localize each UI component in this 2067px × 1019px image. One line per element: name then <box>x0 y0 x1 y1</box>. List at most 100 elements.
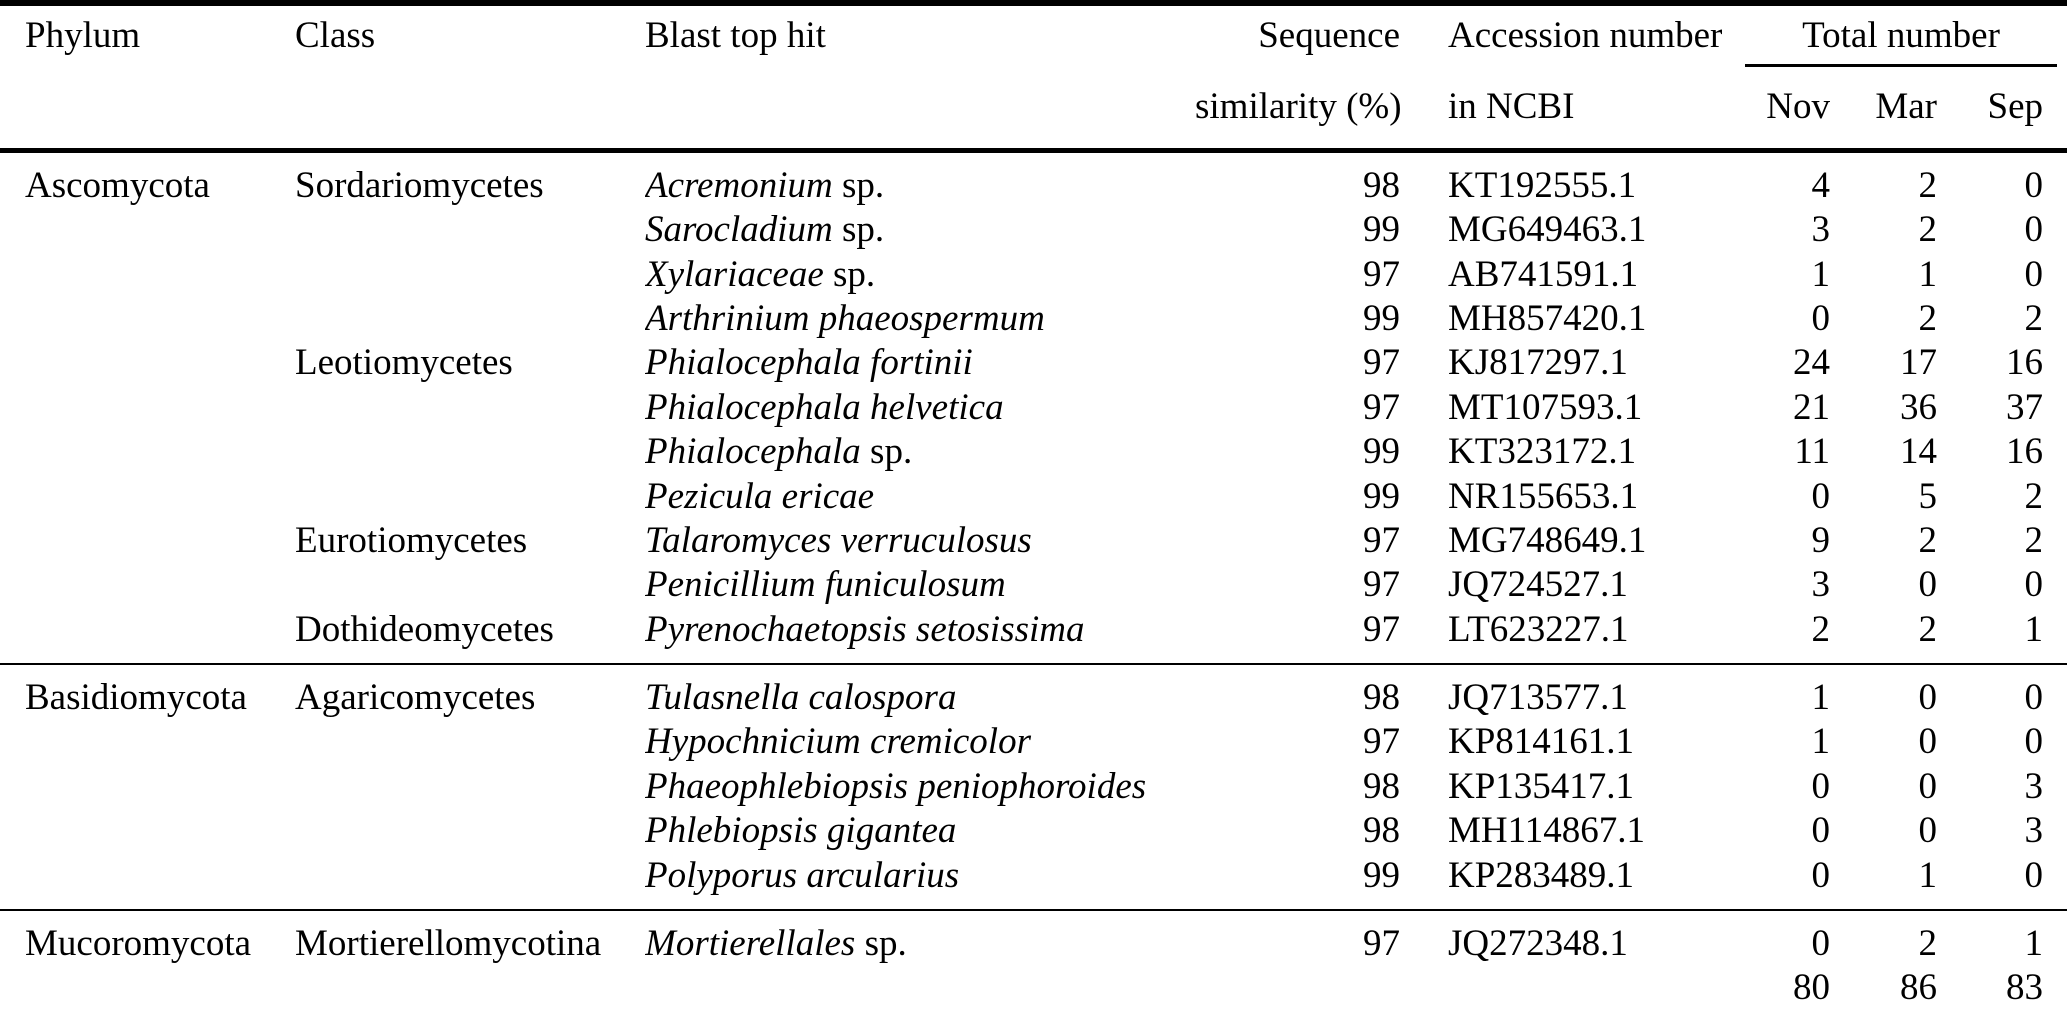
table-row: Basidiomycota Agaricomycetes Tulasnella … <box>0 664 2067 720</box>
mar-count-cell: 0 <box>1918 677 1938 719</box>
nov-count-cell: 24 <box>1793 342 1830 384</box>
col-header-blast-top-hit: Blast top hit <box>645 15 826 56</box>
blast-hit-cell: Phialocephala fortinii <box>645 341 1195 385</box>
col-header-similarity: similarity (%) <box>1195 86 1400 128</box>
mar-count-cell: 86 <box>1900 967 1937 1009</box>
phylum-cell <box>0 297 295 341</box>
blast-hit-cell: Phialocephala sp. <box>645 430 1195 474</box>
col-header-in-ncbi: in NCBI <box>1448 86 1575 128</box>
class-cell <box>295 809 645 853</box>
class-cell: Mortierellomycotina <box>295 923 602 965</box>
phylum-cell: Ascomycota <box>25 164 210 206</box>
similarity-cell: 98 <box>1363 765 1400 807</box>
blast-hit-cell: Penicillium funiculosum <box>645 563 1195 607</box>
sep-count-cell: 16 <box>2006 342 2044 384</box>
header-row-2: similarity (%) in NCBI Nov Mar Sep <box>0 73 2067 150</box>
nov-count-cell: 1 <box>1811 721 1831 763</box>
sep-count-cell: 0 <box>2024 677 2044 719</box>
blast-hit-cell: Sarocladium sp. <box>645 208 1195 252</box>
class-cell <box>295 765 645 809</box>
accession-cell: KJ817297.1 <box>1448 342 1628 384</box>
species-name: Acremonium <box>645 164 833 206</box>
header-row-1: Phylum Class Blast top hit Sequence Acce… <box>0 3 2067 73</box>
table-row: Dothideomycetes Pyrenochaetopsis setosis… <box>0 608 2067 664</box>
nov-count-cell: 21 <box>1793 386 1830 428</box>
species-name: Pezicula ericae <box>645 475 875 517</box>
sep-count-cell: 3 <box>2024 765 2044 807</box>
phylum-cell <box>0 765 295 809</box>
blast-hit-cell: Arthrinium phaeospermum <box>645 297 1195 341</box>
phylum-cell <box>0 253 295 297</box>
accession-cell: MH857420.1 <box>1448 297 1647 339</box>
blast-hit-cell: Phlebiopsis gigantea <box>645 809 1195 853</box>
nov-count-cell: 1 <box>1811 677 1831 719</box>
blast-hit-cell: Phialocephala helvetica <box>645 386 1195 430</box>
nov-count-cell: 0 <box>1811 810 1831 852</box>
similarity-cell: 99 <box>1363 297 1400 339</box>
table-row: Leotiomycetes Phialocephala fortinii 97 … <box>0 341 2067 385</box>
phylum-cell <box>0 475 295 519</box>
class-cell <box>295 475 645 519</box>
phylum-cell: Mucoromycota <box>25 923 252 965</box>
nov-count-cell: 0 <box>1811 854 1831 896</box>
species-name: Phialocephala <box>645 431 861 473</box>
sep-count-cell: 2 <box>2024 475 2044 517</box>
similarity-cell: 97 <box>1363 342 1400 384</box>
phylum-cell <box>0 720 295 764</box>
sep-count-cell: 0 <box>2024 854 2044 896</box>
class-cell <box>295 297 645 341</box>
sep-count-cell: 0 <box>2024 721 2044 763</box>
species-suffix: sp. <box>860 431 913 473</box>
blast-hit-cell: Hypochnicium cremicolor <box>645 720 1195 764</box>
blast-hit-cell <box>645 966 1195 1019</box>
nov-count-cell: 3 <box>1811 209 1831 251</box>
similarity-cell: 97 <box>1363 564 1400 606</box>
mar-count-cell: 2 <box>1918 209 1938 251</box>
phylum-cell <box>0 563 295 607</box>
sep-count-cell: 0 <box>2024 164 2044 206</box>
nov-count-cell: 80 <box>1793 967 1830 1009</box>
col-header-phylum: Phylum <box>25 15 141 56</box>
species-suffix: sp. <box>823 253 876 295</box>
species-name: Tulasnella calospora <box>645 677 957 719</box>
phylum-cell <box>0 430 295 474</box>
sep-count-cell: 0 <box>2024 253 2044 295</box>
similarity-cell: 97 <box>1363 721 1400 763</box>
similarity-cell: 97 <box>1363 608 1400 650</box>
sep-count-cell: 1 <box>2024 923 2044 965</box>
similarity-cell <box>1195 966 1400 1019</box>
mar-count-cell: 2 <box>1918 519 1938 561</box>
phylum-cell <box>0 386 295 430</box>
table-row: Polyporus arcularius 99 KP283489.1 0 1 0 <box>0 854 2067 910</box>
accession-cell: JQ272348.1 <box>1448 923 1628 965</box>
mar-count-cell: 2 <box>1918 608 1938 650</box>
sep-count-cell: 37 <box>2006 386 2044 428</box>
sep-count-cell: 1 <box>2024 608 2044 650</box>
accession-cell: AB741591.1 <box>1448 253 1639 295</box>
table-section-2: Mucoromycota Mortierellomycotina Mortier… <box>0 910 2067 1019</box>
similarity-cell: 99 <box>1363 475 1400 517</box>
blast-hit-cell: Tulasnella calospora <box>645 664 1195 720</box>
mar-count-cell: 2 <box>1918 297 1938 339</box>
blast-hit-cell: Pyrenochaetopsis setosissima <box>645 608 1195 664</box>
mar-count-cell: 1 <box>1918 253 1938 295</box>
species-name: Phlebiopsis gigantea <box>645 810 957 852</box>
class-cell <box>295 720 645 764</box>
col-header-nov: Nov <box>1766 86 1830 128</box>
mar-count-cell: 0 <box>1918 721 1938 763</box>
mar-count-cell: 1 <box>1918 854 1938 896</box>
table-row: Phialocephala sp. 99 KT323172.1 11 14 16 <box>0 430 2067 474</box>
species-name: Talaromyces verruculosus <box>645 519 1032 561</box>
mar-count-cell: 36 <box>1900 386 1937 428</box>
total-number-label: Total number <box>1745 14 2058 68</box>
nov-count-cell: 11 <box>1794 431 1830 473</box>
similarity-cell: 98 <box>1363 810 1400 852</box>
phylum-cell <box>0 966 295 1019</box>
phylum-cell <box>0 608 295 664</box>
species-name: Polyporus arcularius <box>645 854 960 896</box>
accession-cell: NR155653.1 <box>1448 475 1639 517</box>
nov-count-cell: 0 <box>1811 923 1831 965</box>
nov-count-cell: 9 <box>1811 519 1831 561</box>
